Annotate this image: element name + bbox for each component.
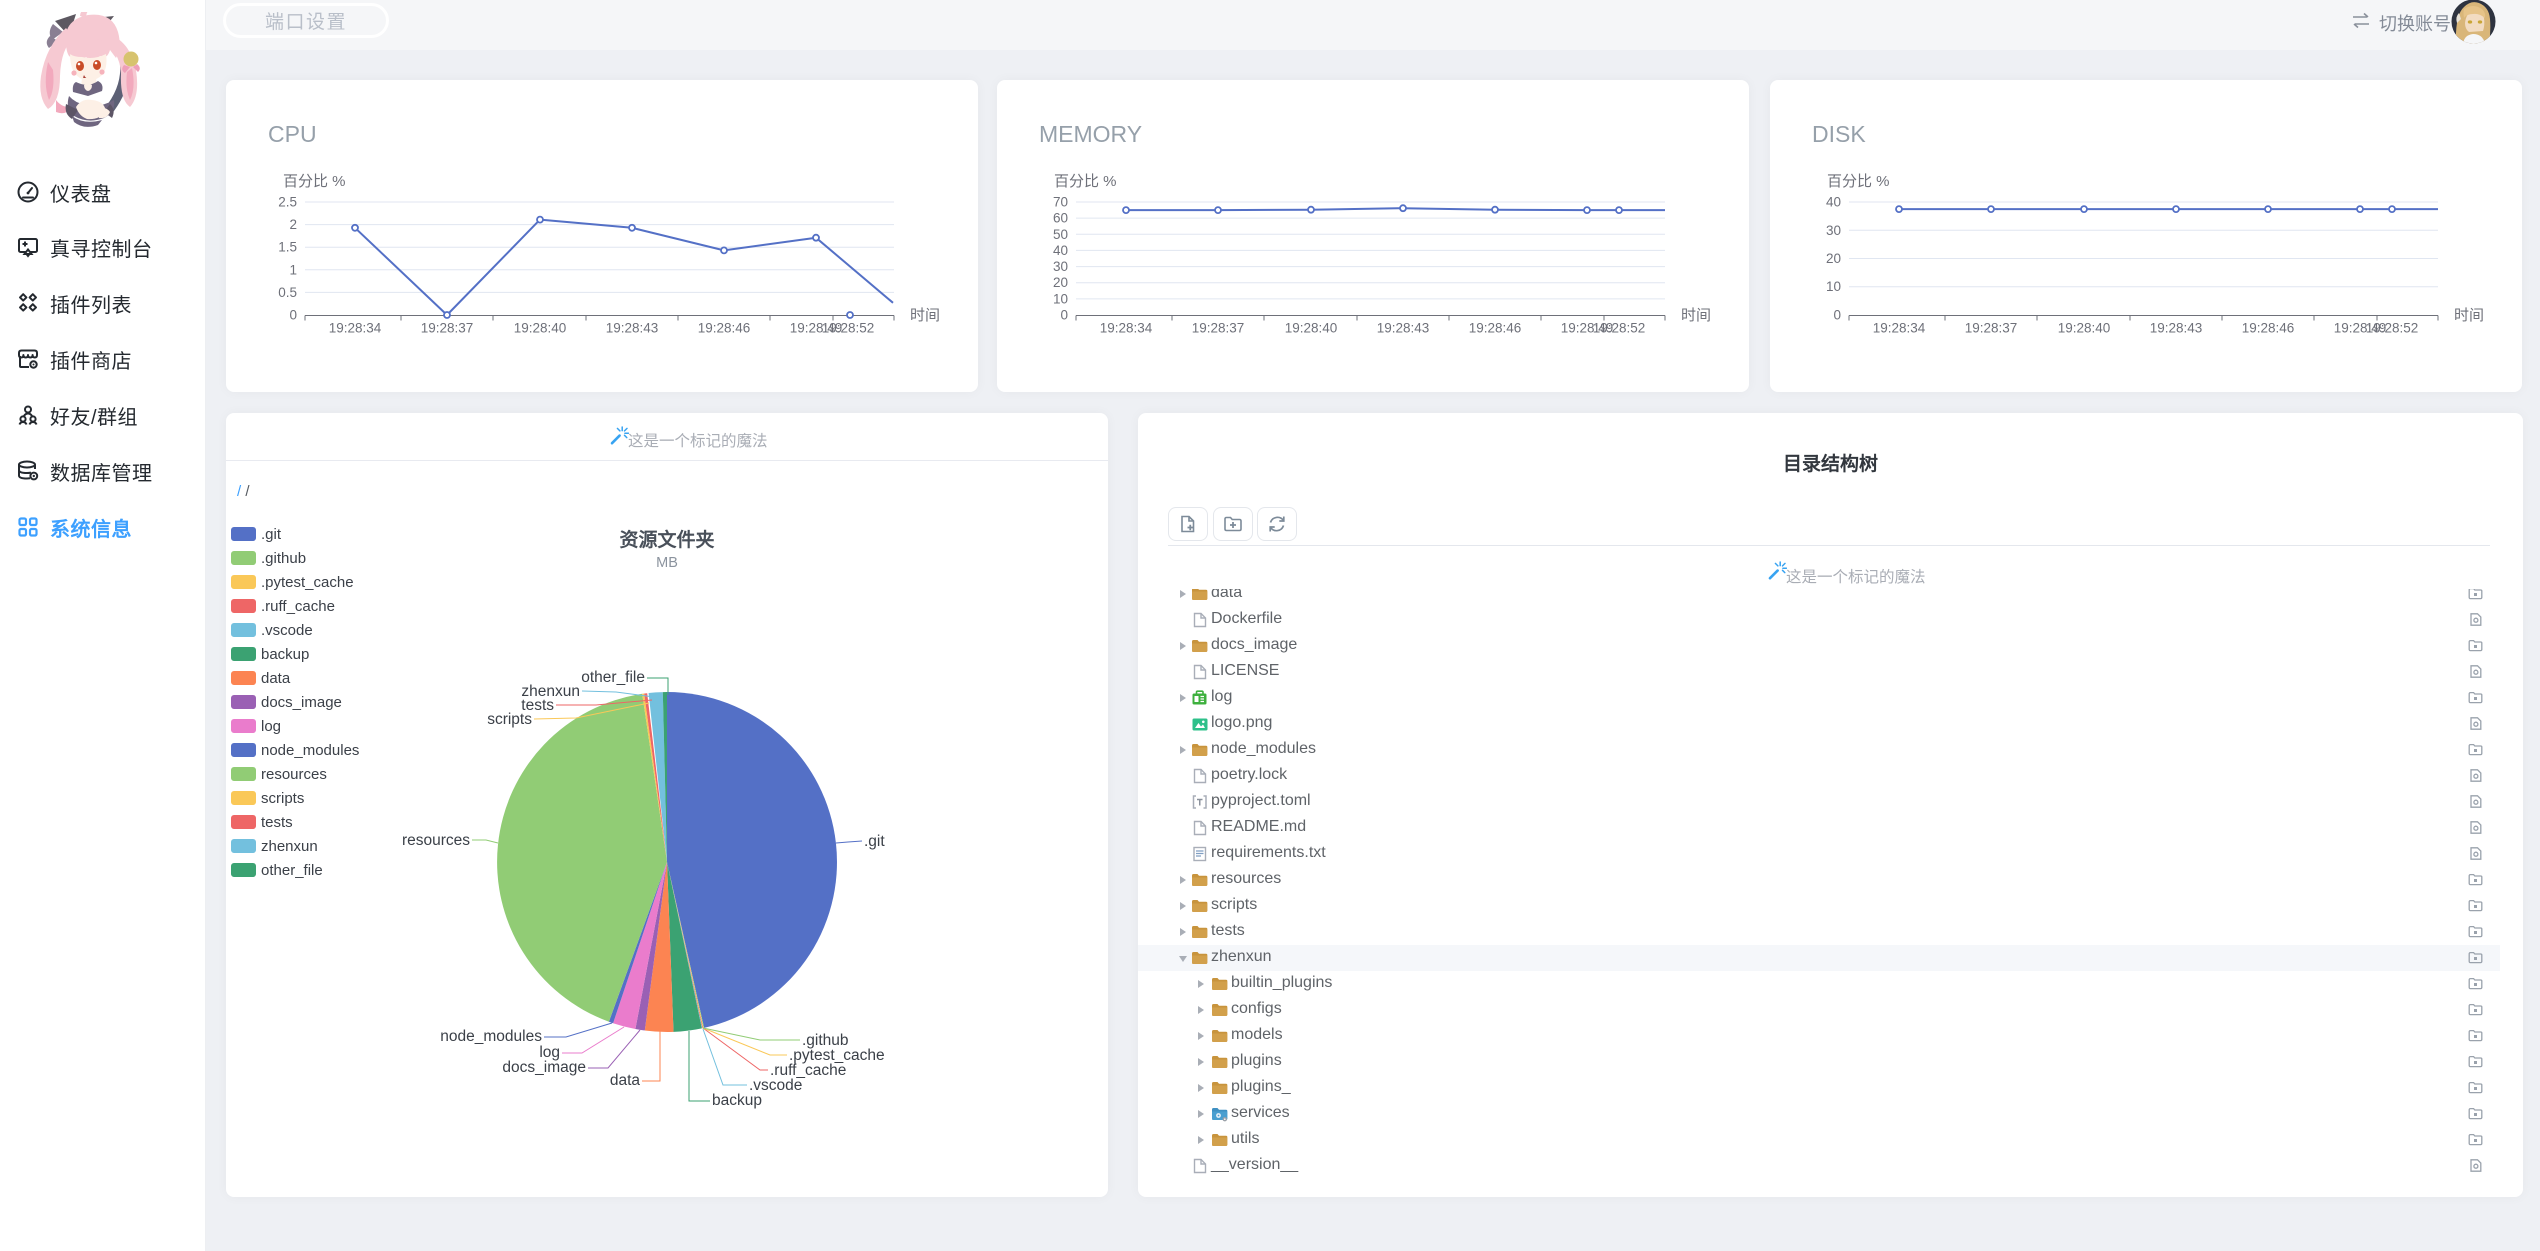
svg-text:60: 60: [1053, 211, 1068, 226]
svg-text:时间: 时间: [2454, 307, 2484, 324]
svg-text:19:28:49: 19:28:49: [2334, 321, 2387, 336]
svg-text:19:28:49: 19:28:49: [1561, 321, 1614, 336]
svg-text:tests: tests: [521, 697, 554, 714]
svg-text:19:28:37: 19:28:37: [1965, 321, 2018, 336]
svg-text:19:28:43: 19:28:43: [2150, 321, 2203, 336]
svg-text:19:28:40: 19:28:40: [2058, 321, 2111, 336]
svg-text:19:28:37: 19:28:37: [421, 321, 474, 336]
svg-text:百分比 %: 百分比 %: [283, 173, 346, 190]
svg-text:scripts: scripts: [487, 711, 532, 728]
svg-text:0.5: 0.5: [278, 285, 297, 300]
svg-text:19:28:34: 19:28:34: [1100, 321, 1153, 336]
svg-text:19:28:46: 19:28:46: [2242, 321, 2295, 336]
svg-text:other_file: other_file: [581, 669, 645, 686]
svg-text:百分比 %: 百分比 %: [1827, 173, 1890, 190]
svg-text:CPU: CPU: [268, 121, 317, 147]
svg-text:resources: resources: [402, 832, 470, 849]
svg-text:19:28:43: 19:28:43: [606, 321, 659, 336]
svg-text:19:28:49: 19:28:49: [790, 321, 843, 336]
svg-text:.ruff_cache: .ruff_cache: [770, 1062, 846, 1079]
svg-text:1.5: 1.5: [278, 240, 297, 255]
svg-text:0: 0: [1060, 308, 1068, 323]
svg-text:时间: 时间: [1681, 307, 1711, 324]
svg-text:.vscode: .vscode: [749, 1077, 802, 1094]
svg-text:19:28:46: 19:28:46: [698, 321, 751, 336]
svg-text:19:28:34: 19:28:34: [1873, 321, 1926, 336]
svg-text:.pytest_cache: .pytest_cache: [789, 1047, 885, 1064]
svg-text:资源文件夹: 资源文件夹: [619, 528, 714, 551]
svg-text:DISK: DISK: [1812, 121, 1866, 147]
svg-text:19:28:52: 19:28:52: [1593, 321, 1646, 336]
svg-text:20: 20: [1053, 275, 1068, 290]
svg-text:docs_image: docs_image: [502, 1059, 586, 1076]
svg-text:百分比 %: 百分比 %: [1054, 173, 1117, 190]
svg-text:.git: .git: [864, 833, 885, 850]
svg-text:2.5: 2.5: [278, 195, 297, 210]
svg-text:30: 30: [1826, 223, 1841, 238]
svg-text:30: 30: [1053, 259, 1068, 274]
svg-text:0: 0: [289, 308, 297, 323]
svg-text:50: 50: [1053, 227, 1068, 242]
svg-text:19:28:37: 19:28:37: [1192, 321, 1245, 336]
svg-text:0: 0: [1833, 308, 1841, 323]
svg-text:data: data: [610, 1072, 641, 1089]
svg-text:10: 10: [1826, 279, 1841, 294]
svg-text:2: 2: [289, 217, 297, 232]
svg-text:19:28:40: 19:28:40: [514, 321, 567, 336]
svg-text:20: 20: [1826, 251, 1841, 266]
svg-text:70: 70: [1053, 195, 1068, 210]
svg-text:19:28:52: 19:28:52: [822, 321, 875, 336]
svg-text:19:28:46: 19:28:46: [1469, 321, 1522, 336]
svg-text:zhenxun: zhenxun: [521, 683, 580, 700]
svg-text:10: 10: [1053, 291, 1068, 306]
svg-text:backup: backup: [712, 1092, 762, 1109]
svg-text:log: log: [539, 1044, 560, 1061]
svg-text:40: 40: [1826, 195, 1841, 210]
svg-text:node_modules: node_modules: [440, 1028, 542, 1045]
svg-text:19:28:52: 19:28:52: [2366, 321, 2419, 336]
svg-text:.github: .github: [802, 1032, 849, 1049]
svg-text:19:28:43: 19:28:43: [1377, 321, 1430, 336]
svg-text:40: 40: [1053, 243, 1068, 258]
svg-text:MB: MB: [656, 555, 678, 571]
svg-text:19:28:40: 19:28:40: [1285, 321, 1338, 336]
svg-text:MEMORY: MEMORY: [1039, 121, 1142, 147]
svg-text:1: 1: [289, 262, 297, 277]
svg-text:时间: 时间: [910, 307, 940, 324]
svg-text:19:28:34: 19:28:34: [329, 321, 382, 336]
